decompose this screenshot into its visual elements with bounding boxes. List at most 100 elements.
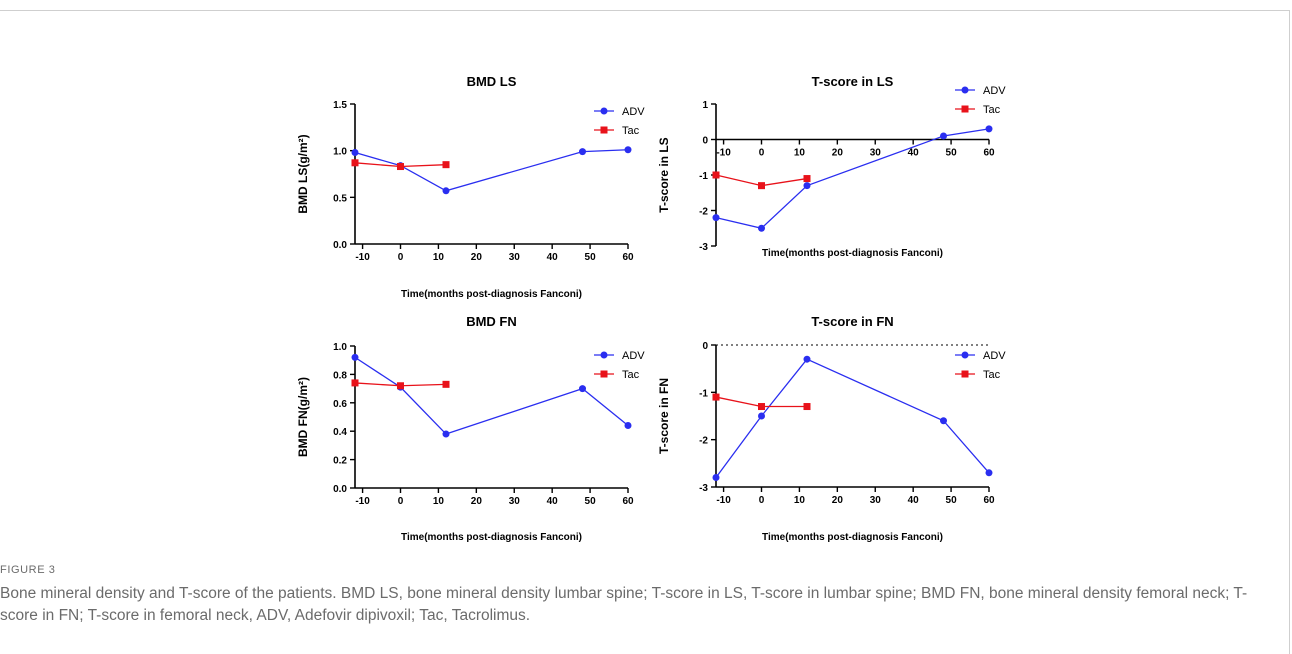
chart4-ytick-label: -3 — [699, 483, 708, 494]
chart2-xtick-label: 0 — [759, 148, 765, 159]
chart1-series-adv-line — [354, 149, 629, 192]
chart2-xtick-label: 50 — [946, 148, 958, 159]
chart1-legend-adv-label: ADV — [622, 106, 645, 118]
chart2-xtick-label: 60 — [983, 148, 995, 159]
chart2-ytick-label: 1 — [702, 100, 708, 111]
chart4-xtick-label: 30 — [870, 495, 882, 506]
chart4-ytick-label: -1 — [699, 388, 708, 399]
figure-caption: Bone mineral density and T-score of the … — [0, 585, 1248, 624]
chart1-xtick-label: 30 — [509, 252, 521, 263]
figure-frame — [0, 10, 1290, 654]
chart1-ytick-label: 0.0 — [333, 240, 347, 251]
chart2-xtick-label: -10 — [716, 148, 731, 159]
chart3-ytick-label: 0.0 — [333, 484, 347, 495]
chart1-title: BMD LS — [467, 74, 517, 89]
chart2-ytick-label: -1 — [699, 171, 708, 182]
chart3-title: BMD FN — [466, 314, 517, 329]
chart1-legend-tac-label: Tac — [622, 125, 640, 137]
chart4-legend-adv-label: ADV — [983, 350, 1006, 362]
chart4-point-tac — [758, 403, 765, 411]
chart4-point-adv — [803, 355, 811, 363]
chart4-xtick-label: 10 — [794, 495, 806, 506]
chart2-xtick-label: 20 — [832, 148, 844, 159]
chart4-xtick-label: -10 — [716, 495, 731, 506]
chart3-ytick-label: 0.4 — [333, 427, 347, 438]
chart4-legend-tac-marker — [961, 370, 969, 378]
chart4-point-adv — [985, 469, 993, 477]
chart4-series-adv-line — [715, 358, 990, 478]
chart2-point-adv — [940, 132, 947, 140]
chart3-xtick-label: 20 — [471, 496, 483, 507]
chart1-legend-tac-marker — [600, 126, 608, 134]
chart2-point-tac — [803, 175, 811, 183]
chart1-xtick-label: -10 — [355, 252, 370, 263]
chart3-point-adv — [579, 385, 586, 393]
chart1-point-adv — [579, 148, 586, 156]
chart2-legend-adv-marker — [961, 86, 969, 94]
chart4-ytick-label: 0 — [702, 341, 708, 352]
chart1-xtick-label: 10 — [433, 252, 445, 263]
chart1-point-tac — [442, 161, 450, 169]
chart3-xtick-label: -10 — [355, 496, 370, 507]
chart3-y-label: BMD FN(g/m²) — [296, 377, 310, 457]
chart1-point-tac — [351, 159, 359, 167]
chart3-legend-adv-label: ADV — [622, 350, 645, 362]
chart3-ytick-label: 0.8 — [333, 370, 347, 381]
chart4-x-label: Time(months post-diagnosis Fanconi) — [762, 532, 943, 543]
chart1-xtick-label: 50 — [585, 252, 597, 263]
chart2-point-adv — [758, 224, 765, 232]
chart1-ytick-label: 1.5 — [333, 100, 347, 111]
chart3-point-tac — [397, 382, 404, 390]
chart4-point-tac — [712, 393, 720, 401]
figure-panels: BMD LS0.00.51.01.5-10 0 10 20 30 40 50 60Time(m… — [296, 74, 1006, 543]
chart4-xtick-label: 20 — [832, 495, 844, 506]
chart1-point-adv — [351, 149, 359, 157]
chart2-legend-tac-marker — [961, 105, 969, 113]
chart3-xtick-label: 50 — [585, 496, 597, 507]
chart1-x-label: Time(months post-diagnosis Fanconi) — [401, 289, 582, 300]
chart2-ytick-label: 0 — [702, 136, 708, 147]
chart4-point-adv — [940, 417, 947, 425]
chart2-title: T-score in LS — [812, 74, 894, 89]
chart3-legend-tac-marker — [600, 370, 608, 378]
chart3-ytick-label: 0.6 — [333, 399, 347, 410]
chart1-xtick-label: 60 — [622, 252, 634, 263]
chart3-ytick-label: 1.0 — [333, 342, 347, 353]
chart4-y-label: T-score in FN — [657, 378, 671, 454]
chart1-xtick-label: 40 — [547, 252, 559, 263]
chart3-ytick-label: 0.2 — [333, 456, 347, 467]
chart2-legend-tac-label: Tac — [983, 104, 1001, 116]
chart2-xtick-label: 40 — [908, 148, 920, 159]
chart2-point-tac — [758, 182, 765, 190]
chart2-point-adv — [803, 182, 811, 190]
chart2-point-adv — [712, 214, 720, 222]
chart1-y-label: BMD LS(g/m²) — [296, 134, 310, 213]
chart4-legend-adv-marker — [961, 351, 969, 359]
chart3-legend-tac-label: Tac — [622, 369, 640, 381]
chart4-xtick-label: 50 — [946, 495, 958, 506]
chart3-point-adv — [624, 422, 632, 430]
chart3-xtick-label: 30 — [509, 496, 521, 507]
chart3-xtick-label: 40 — [547, 496, 559, 507]
chart3-xtick-label: 60 — [622, 496, 634, 507]
chart2-x-label: Time(months post-diagnosis Fanconi) — [762, 248, 943, 259]
chart2-series-adv-line — [715, 128, 990, 229]
chart1-legend-adv-marker — [600, 107, 608, 115]
chart3-point-adv — [442, 430, 450, 438]
chart4-xtick-label: 60 — [983, 495, 995, 506]
chart3-point-tac — [442, 380, 450, 388]
chart2-point-tac — [712, 171, 720, 179]
chart4-point-adv — [758, 412, 765, 420]
chart3-xtick-label: 0 — [398, 496, 404, 507]
chart4-xtick-label: 0 — [759, 495, 765, 506]
chart3-point-tac — [351, 379, 359, 387]
chart1-point-adv — [624, 146, 632, 154]
chart2-xtick-label: 10 — [794, 148, 806, 159]
chart2-point-adv — [985, 125, 993, 133]
chart1-xtick-label: 20 — [471, 252, 483, 263]
chart3-point-adv — [351, 353, 359, 361]
chart2-ytick-label: -3 — [699, 242, 708, 253]
chart4-xtick-label: 40 — [908, 495, 920, 506]
chart3-legend-adv-marker — [600, 351, 608, 359]
chart2-xtick-label: 30 — [870, 148, 882, 159]
